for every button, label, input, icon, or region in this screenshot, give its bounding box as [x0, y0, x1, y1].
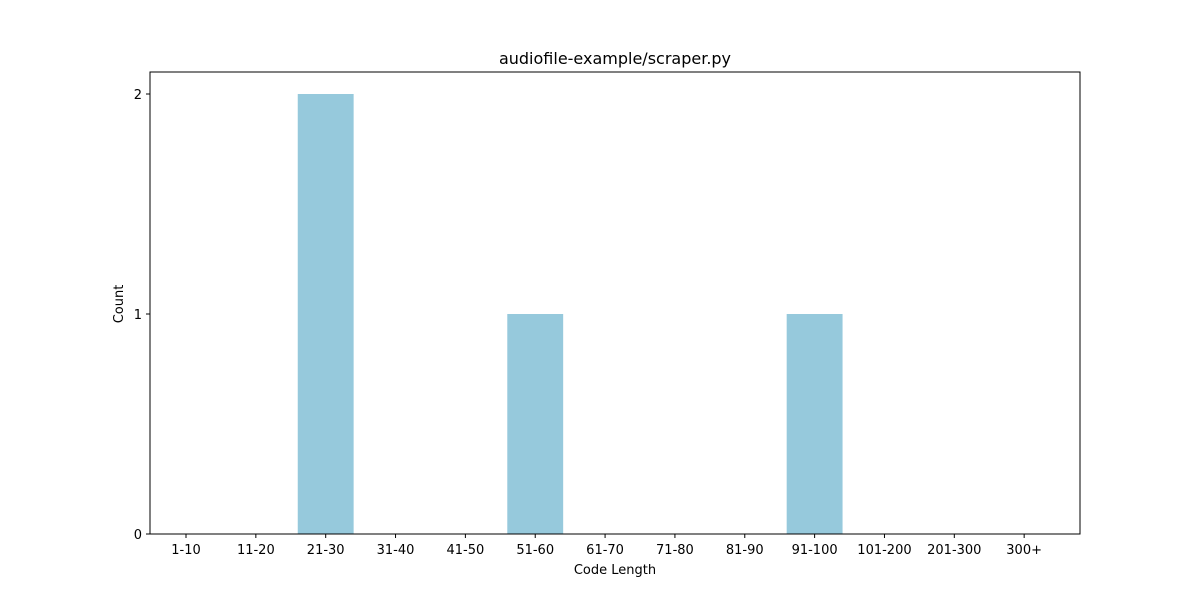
plot-area-frame	[149, 71, 1081, 535]
x-tick-label: 300+	[1006, 543, 1042, 558]
x-tick-label: 11-20	[237, 543, 275, 558]
x-tick-label: 91-100	[792, 543, 838, 558]
x-tick-label: 81-90	[726, 543, 764, 558]
bar-91-100	[786, 314, 843, 534]
x-tick-label: 61-70	[586, 543, 624, 558]
y-tick-label: 0	[134, 528, 142, 543]
y-axis-label: Count	[112, 285, 127, 324]
x-tick-label: 1-10	[171, 543, 201, 558]
x-tick-label: 41-50	[446, 543, 484, 558]
y-tick-label: 1	[134, 308, 142, 323]
bar-51-60	[507, 314, 564, 534]
bars-layer	[297, 94, 843, 534]
x-tick-label: 201-300	[927, 543, 981, 558]
x-tick-label: 51-60	[516, 543, 554, 558]
x-axis-ticks: 1-10 11-20 21-30 31-40 41-50 51-60 61-70 71-80 8…	[171, 534, 1042, 558]
y-tick-label: 2	[134, 88, 142, 103]
chart-title: audiofile-example/scraper.py	[499, 49, 731, 68]
bar-21-30	[297, 94, 354, 534]
x-tick-label: 71-80	[656, 543, 694, 558]
x-axis-label: Code Length	[574, 563, 656, 578]
y-axis-ticks: 0 1 2	[134, 88, 150, 543]
x-tick-label: 31-40	[377, 543, 415, 558]
x-tick-label: 21-30	[307, 543, 345, 558]
x-tick-label: 101-200	[857, 543, 911, 558]
